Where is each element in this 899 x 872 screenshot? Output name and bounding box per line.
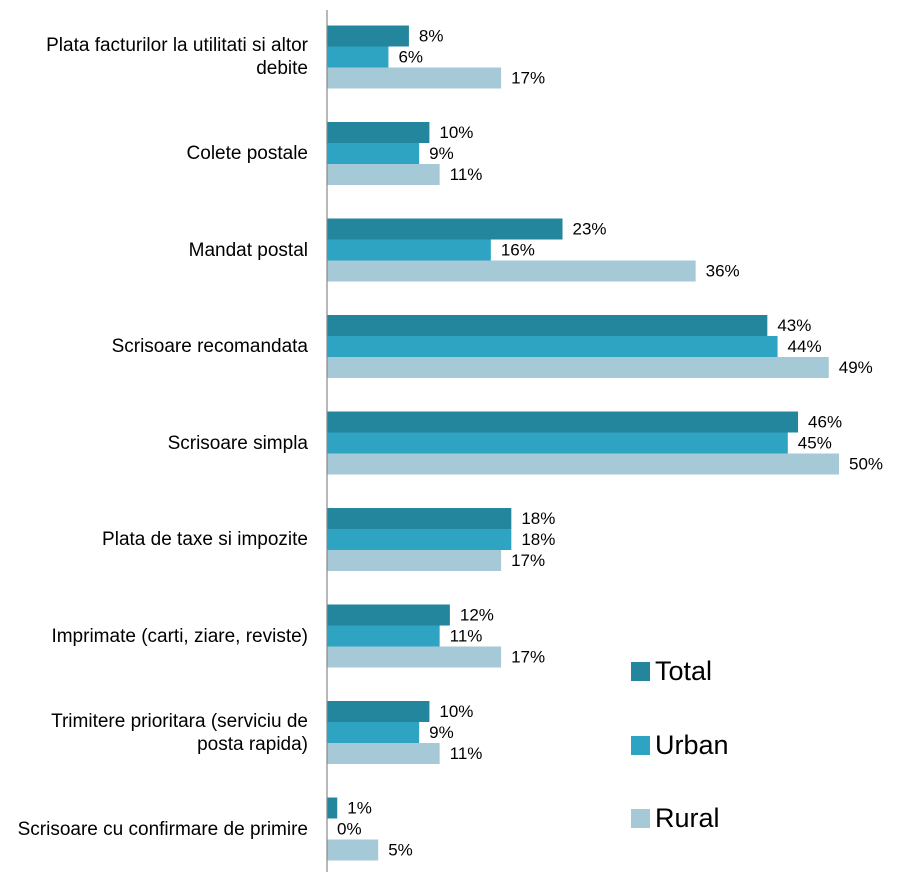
bar (327, 743, 440, 764)
bar (327, 432, 788, 454)
bar (327, 122, 430, 143)
value-label: 36% (706, 261, 740, 280)
category-label: Scrisoare cu confirmare de primire (17, 818, 308, 840)
value-label: 6% (398, 47, 423, 66)
bar (327, 701, 430, 722)
value-label: 16% (501, 240, 535, 259)
value-label: 1% (347, 798, 372, 817)
category-label: Imprimate (carti, ziare, reviste) (51, 625, 308, 647)
bar (327, 218, 563, 240)
value-label: 49% (839, 358, 873, 377)
value-label: 44% (788, 337, 822, 356)
value-label: 9% (429, 144, 454, 163)
bar (327, 46, 389, 68)
bar (327, 239, 491, 261)
bar (327, 260, 696, 282)
legend-swatch (631, 662, 650, 681)
value-label: 18% (521, 509, 555, 528)
value-label: 18% (521, 530, 555, 549)
bar (327, 797, 338, 819)
value-label: 46% (808, 412, 842, 431)
bar (327, 411, 799, 433)
bar (327, 529, 512, 550)
bar (327, 646, 502, 668)
bar (327, 25, 409, 47)
legend-label: Urban (655, 730, 729, 760)
bar (327, 508, 512, 529)
value-label: 10% (439, 123, 473, 142)
bar (327, 839, 379, 861)
value-label: 11% (450, 744, 483, 763)
category-label: Trimitere prioritara (serviciu de posta … (51, 710, 308, 755)
value-label: 17% (511, 551, 545, 570)
bar (327, 453, 839, 475)
category-label: Scrisoare recomandata (111, 336, 308, 357)
bar (327, 550, 502, 571)
value-label: 12% (460, 605, 494, 624)
legend-swatch (631, 736, 650, 755)
value-label: 9% (429, 723, 454, 742)
value-label: 8% (419, 26, 444, 45)
value-label: 5% (388, 840, 413, 859)
bar (327, 625, 440, 647)
bar (327, 722, 420, 743)
bar (327, 357, 829, 378)
value-label: 11% (450, 626, 483, 645)
value-label: 10% (439, 702, 473, 721)
category-label: Scrisoare simpla (167, 432, 308, 454)
legend-label: Total (655, 656, 712, 686)
value-label: 11% (450, 165, 483, 184)
legend-swatch (631, 809, 650, 828)
category-label: Plata facturilor la utilitati si altor d… (46, 35, 308, 79)
bar (327, 164, 440, 185)
bar (327, 336, 778, 357)
bar (327, 143, 420, 164)
value-label: 23% (573, 219, 607, 238)
value-label: 50% (849, 454, 883, 473)
value-label: 17% (511, 647, 545, 666)
category-label: Mandat postal (188, 239, 308, 261)
value-label: 17% (511, 68, 545, 87)
bar (327, 604, 450, 626)
value-label: 0% (337, 819, 362, 838)
category-label: Colete postale (186, 143, 308, 164)
value-label: 43% (777, 316, 811, 335)
bar (327, 315, 768, 336)
legend-label: Rural (655, 803, 720, 833)
value-label: 45% (798, 433, 832, 452)
category-label: Plata de taxe si impozite (102, 529, 308, 550)
bar (327, 67, 502, 89)
